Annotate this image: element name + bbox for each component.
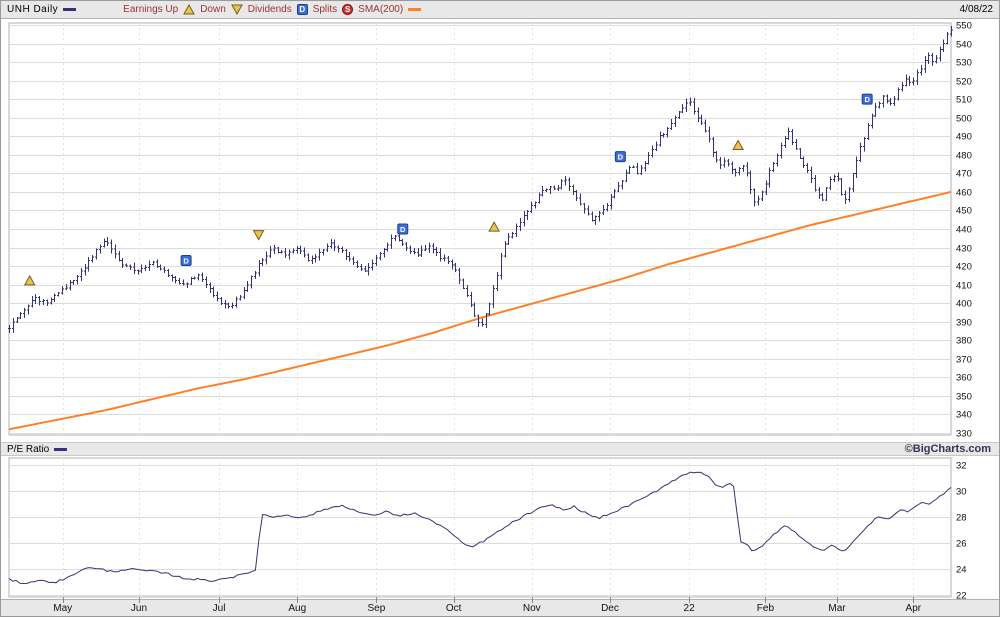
y-axis-tick-label: 420	[956, 262, 972, 273]
pe-header: P/E Ratio ©BigCharts.com	[1, 442, 999, 456]
x-axis-month-label: 22	[683, 603, 695, 614]
dividend-marker-letter: D	[183, 257, 189, 266]
chart-date: 4/08/22	[959, 4, 993, 15]
x-axis-month-label: Feb	[756, 603, 775, 614]
y-axis-tick-label: 440	[956, 225, 972, 236]
y-axis-tick-label: 380	[956, 336, 972, 347]
pe-axis-tick-label: 30	[956, 487, 967, 498]
price-series-swatch	[63, 8, 77, 11]
x-axis-month-label: Jul	[212, 603, 226, 614]
event-markers: D D D D	[23, 93, 873, 286]
y-axis-tick-label: 480	[956, 151, 972, 162]
x-axis-month-label: Aug	[288, 603, 307, 614]
x-axis-month-label: Jun	[130, 603, 148, 614]
earnings-up-icon	[183, 4, 196, 15]
x-axis: May Jun Jul Aug Sep Oct Nov Dec 22 Feb Mar Apr	[1, 599, 999, 616]
earnings-down-marker	[252, 230, 265, 241]
pe-ratio-line	[8, 471, 952, 585]
earnings-up-marker	[732, 139, 744, 151]
y-axis-tick-label: 370	[956, 355, 972, 366]
x-axis-month-label: Dec	[601, 603, 619, 614]
x-axis-month-label: Oct	[445, 603, 462, 614]
pe-axis-tick-label: 32	[956, 461, 967, 472]
y-axis-tick-label: 460	[956, 188, 972, 199]
x-axis-month-label: Mar	[828, 603, 846, 614]
y-axis-tick-label: 400	[956, 299, 972, 310]
pe-series-swatch	[54, 447, 68, 451]
legend: Earnings Up Down Dividends D Splits S SM…	[123, 4, 422, 15]
dividend-marker-letter: D	[400, 225, 406, 234]
dividend-marker	[861, 93, 873, 105]
sma-swatch	[408, 8, 422, 11]
x-axis-month-label: May	[53, 603, 73, 614]
y-axis-tick-label: 450	[956, 206, 972, 217]
dividend-marker-letter: D	[864, 95, 870, 104]
y-axis-tick-label: 430	[956, 244, 972, 255]
legend-sma-label: SMA(200)	[358, 4, 404, 15]
dividend-marker-letter: D	[618, 153, 624, 162]
legend-earnings-up-label: Earnings Up	[123, 4, 179, 15]
price-bars	[7, 26, 954, 333]
earnings-up-marker	[23, 274, 36, 286]
x-axis-month-label: Nov	[522, 603, 541, 614]
legend-earnings-down-label: Down	[200, 4, 226, 15]
y-axis-tick-label: 360	[956, 373, 972, 384]
y-axis-tick-label: 410	[956, 281, 972, 292]
y-axis-tick-label: 530	[956, 58, 972, 69]
x-axis-month-label: Apr	[905, 603, 922, 614]
y-axis-tick-label: 350	[956, 392, 972, 403]
y-axis-tick-label: 340	[956, 410, 972, 421]
x-axis-month-label: Sep	[367, 603, 386, 614]
legend-dividends-label: Dividends	[247, 4, 292, 15]
y-axis-tick-label: 540	[956, 40, 972, 51]
y-axis-tick-label: 550	[956, 21, 972, 32]
y-axis-tick-label: 330	[956, 429, 972, 440]
pe-axis-tick-label: 28	[956, 513, 967, 524]
y-axis-tick-label: 490	[956, 132, 972, 143]
dividend-marker	[614, 151, 626, 163]
y-axis-tick-label: 470	[956, 169, 972, 180]
symbol-period-label: UNH Daily	[7, 4, 59, 15]
splits-icon: S	[342, 4, 354, 15]
dividend-marker	[180, 255, 192, 267]
y-axis-tick-label: 510	[956, 95, 972, 106]
pe-axis-tick-label: 24	[956, 565, 967, 576]
y-axis-tick-label: 520	[956, 77, 972, 88]
pe-axis-tick-label: 26	[956, 539, 967, 550]
pe-ratio-label: P/E Ratio	[7, 443, 50, 455]
sma-200-line	[8, 190, 952, 431]
bigcharts-watermark: ©BigCharts.com	[904, 443, 991, 455]
y-axis-tick-label: 500	[956, 114, 972, 125]
dividend-icon: D	[296, 4, 308, 15]
chart-header: UNH Daily Earnings Up Down Dividends D S…	[1, 1, 999, 19]
legend-splits-label: Splits	[312, 4, 338, 15]
earnings-up-marker	[488, 221, 500, 232]
y-axis-tick-label: 390	[956, 318, 972, 329]
main-price-panel: 550 540 530 520 510 500 490 480 470 460 450 440 430 4…	[7, 21, 972, 440]
dividend-marker	[397, 223, 409, 235]
earnings-down-icon	[230, 4, 243, 15]
